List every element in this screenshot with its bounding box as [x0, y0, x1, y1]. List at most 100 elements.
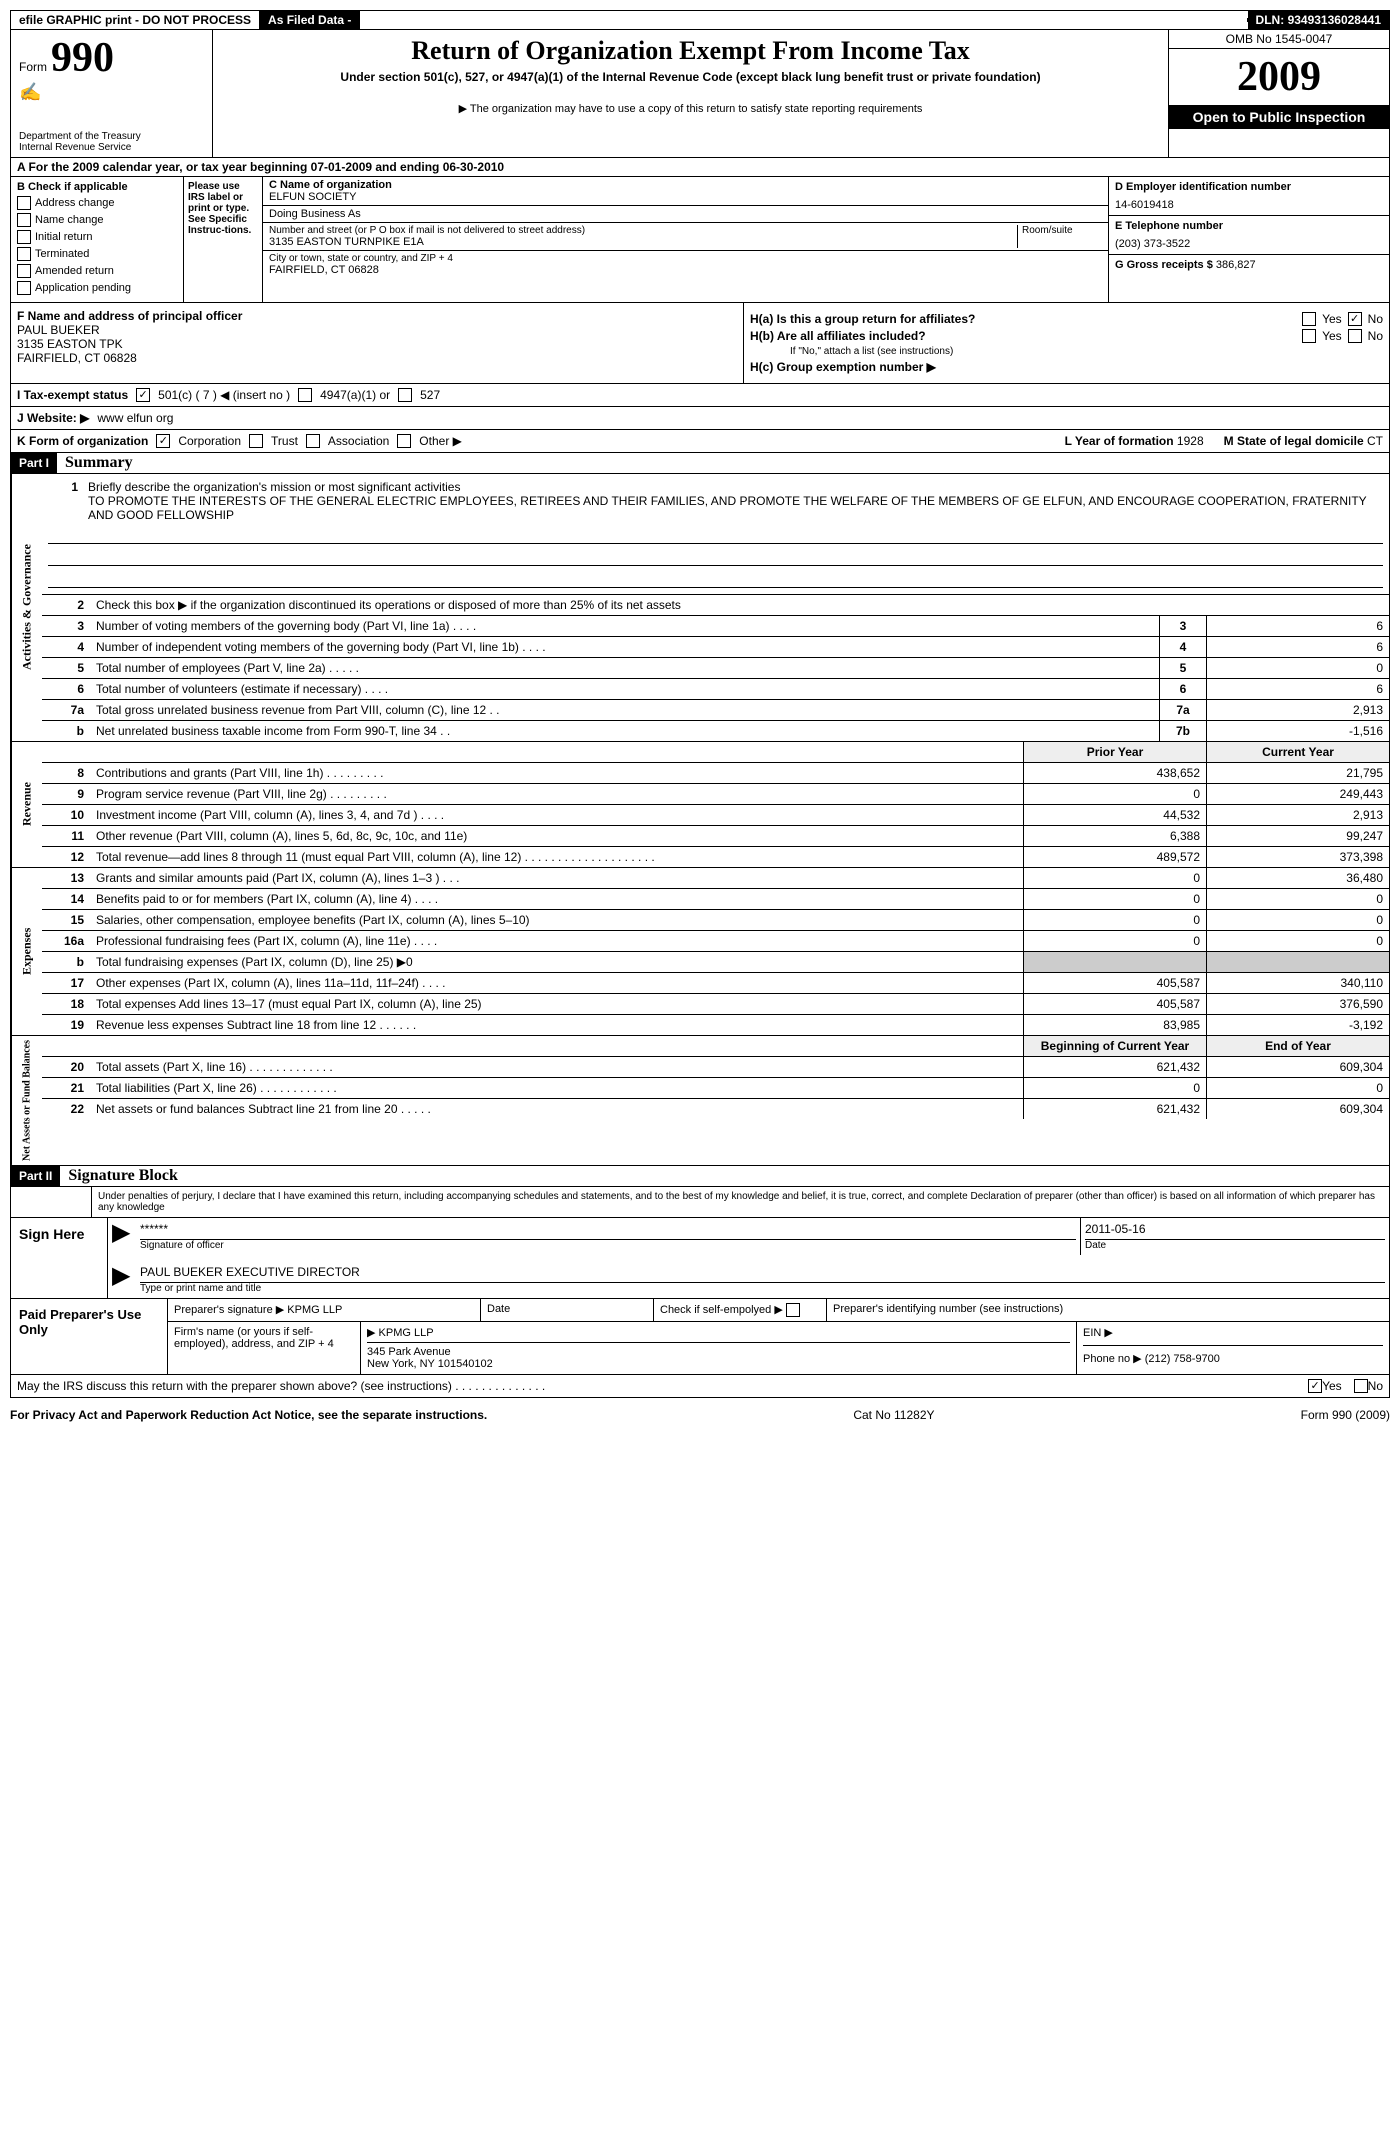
paid-preparer-block: Paid Preparer's Use Only Preparer's sign…	[10, 1299, 1390, 1375]
ha-yes-lbl: Yes	[1322, 312, 1342, 326]
expense-line: bTotal fundraising expenses (Part IX, co…	[42, 952, 1389, 973]
mission-text: TO PROMOTE THE INTERESTS OF THE GENERAL …	[88, 494, 1383, 522]
k-label: K Form of organization	[17, 434, 148, 448]
line2-text: Check this box ▶ if the organization dis…	[96, 598, 681, 612]
discuss-text: May the IRS discuss this return with the…	[17, 1379, 545, 1393]
chk-other[interactable]	[397, 434, 411, 448]
ha-yes-chk[interactable]	[1302, 312, 1316, 326]
revenue-line: 11Other revenue (Part VIII, column (A), …	[42, 826, 1389, 847]
ein-value: 14-6019418	[1115, 199, 1383, 211]
type-print-lbl: Type or print name and title	[140, 1283, 1385, 1294]
line2-desc: Check this box ▶ if the organization dis…	[90, 595, 1389, 615]
perjury-text: Under penalties of perjury, I declare th…	[91, 1187, 1389, 1217]
chk-assoc[interactable]	[306, 434, 320, 448]
hb-no-chk[interactable]	[1348, 329, 1362, 343]
efile-notice: efile GRAPHIC print - DO NOT PROCESS	[11, 11, 260, 29]
chk-app-pending[interactable]	[17, 281, 31, 295]
prep-ein-lbl: EIN ▶	[1083, 1326, 1383, 1346]
officer-printed: PAUL BUEKER EXECUTIVE DIRECTOR	[140, 1265, 1385, 1283]
sig-date-lbl: Date	[1085, 1240, 1385, 1251]
col-c-org-info: C Name of organization ELFUN SOCIETY Doi…	[263, 177, 1108, 302]
discuss-no-chk[interactable]	[1354, 1379, 1368, 1393]
top-bar: efile GRAPHIC print - DO NOT PROCESS As …	[10, 10, 1390, 30]
expense-line: 14Benefits paid to or for members (Part …	[42, 889, 1389, 910]
prep-phone-lbl: Phone no ▶	[1083, 1353, 1142, 1365]
hb-label: H(b) Are all affiliates included?	[750, 329, 926, 343]
chk-amended[interactable]	[17, 264, 31, 278]
hb-note: If "No," attach a list (see instructions…	[790, 346, 1383, 357]
summary-line: bNet unrelated business taxable income f…	[42, 721, 1389, 741]
summary-line: 3Number of voting members of the governi…	[42, 616, 1389, 637]
form-title: Return of Organization Exempt From Incom…	[219, 36, 1162, 66]
omb-number: OMB No 1545-0047	[1169, 30, 1389, 49]
line2-num: 2	[42, 595, 90, 615]
ha-no-lbl: No	[1368, 312, 1383, 326]
chk-self-employed[interactable]	[786, 1303, 800, 1317]
prep-phone-val: (212) 758-9700	[1145, 1353, 1220, 1365]
col-d-identifiers: D Employer identification number 14-6019…	[1108, 177, 1389, 302]
phone-value: (203) 373-3522	[1115, 238, 1383, 250]
officer-addr2: FAIRFIELD, CT 06828	[17, 351, 737, 365]
sign-here-label: Sign Here	[11, 1218, 107, 1298]
chk-4947[interactable]	[298, 388, 312, 402]
netasset-line: 20Total assets (Part X, line 16) . . . .…	[42, 1057, 1389, 1078]
summary-line: 7aTotal gross unrelated business revenue…	[42, 700, 1389, 721]
year-formation-val: 1928	[1177, 434, 1204, 448]
lbl-name-change: Name change	[35, 214, 104, 226]
prep-sig-lbl: Preparer's signature	[174, 1304, 273, 1316]
summary-line: 6Total number of volunteers (estimate if…	[42, 679, 1389, 700]
officer-addr1: 3135 EASTON TPK	[17, 337, 737, 351]
year-formation-lbl: L Year of formation	[1065, 434, 1174, 448]
firm-label: Firm's name (or yours if self-employed),…	[168, 1322, 361, 1374]
col-b-header: B Check if applicable	[17, 181, 177, 193]
other-lbl: Other ▶	[419, 434, 462, 448]
org-name-label: C Name of organization	[269, 179, 392, 191]
lbl-amended: Amended return	[35, 265, 114, 277]
revenue-line: 10Investment income (Part VIII, column (…	[42, 805, 1389, 826]
form-number: 990	[51, 34, 114, 82]
treasury-dept: Department of the Treasury	[19, 131, 204, 142]
chk-527[interactable]	[398, 388, 412, 402]
chk-initial-return[interactable]	[17, 230, 31, 244]
prep-date-lbl: Date	[481, 1299, 654, 1321]
dba-label: Doing Business As	[269, 208, 361, 220]
revenue-side-label: Revenue	[11, 742, 42, 867]
revenue-section: Revenue Prior Year Current Year 8Contrib…	[10, 742, 1390, 868]
irs-instructions: Please use IRS label or print or type. S…	[184, 177, 263, 302]
chk-name-change[interactable]	[17, 213, 31, 227]
hb-yes-chk[interactable]	[1302, 329, 1316, 343]
org-form-row: K Form of organization ✓Corporation Trus…	[10, 430, 1390, 453]
discuss-yes-chk[interactable]: ✓	[1308, 1379, 1322, 1393]
city-state-zip: FAIRFIELD, CT 06828	[269, 264, 379, 276]
4947-text: 4947(a)(1) or	[320, 388, 390, 402]
chk-trust[interactable]	[249, 434, 263, 448]
ha-no-chk[interactable]: ✓	[1348, 312, 1362, 326]
trust-lbl: Trust	[271, 434, 298, 448]
chk-501c[interactable]: ✓	[136, 388, 150, 402]
as-filed-label: As Filed Data -	[260, 11, 360, 29]
chk-address-change[interactable]	[17, 196, 31, 210]
sig-of-officer-lbl: Signature of officer	[140, 1240, 1076, 1251]
expenses-section: Expenses 13Grants and similar amounts pa…	[10, 868, 1390, 1036]
domicile-lbl: M State of legal domicile	[1224, 434, 1364, 448]
netasset-line: 21Total liabilities (Part X, line 26) . …	[42, 1078, 1389, 1099]
principal-officer: F Name and address of principal officer …	[11, 303, 744, 383]
discuss-no-lbl: No	[1368, 1379, 1383, 1393]
prior-year-hdr: Prior Year	[1023, 742, 1206, 762]
domicile-val: CT	[1367, 434, 1383, 448]
expense-line: 17Other expenses (Part IX, column (A), l…	[42, 973, 1389, 994]
omb-box: OMB No 1545-0047 2009 Open to Public Ins…	[1168, 30, 1389, 157]
summary-line: 5Total number of employees (Part V, line…	[42, 658, 1389, 679]
chk-terminated[interactable]	[17, 247, 31, 261]
form-id-box: Form 990 ✍ Department of the Treasury In…	[11, 30, 213, 157]
main-info-block: B Check if applicable Address change Nam…	[10, 177, 1390, 303]
prep-pin-lbl: Preparer's identifying number (see instr…	[827, 1299, 1389, 1321]
part2-bar: Part II	[11, 1166, 60, 1186]
j-label: J Website: ▶	[17, 411, 89, 425]
chk-corp[interactable]: ✓	[156, 434, 170, 448]
state-requirement: ▶ The organization may have to use a cop…	[219, 102, 1162, 115]
form-header: Form 990 ✍ Department of the Treasury In…	[10, 30, 1390, 158]
firm-name: KPMG LLP	[379, 1327, 434, 1339]
part1-title: Summary	[57, 454, 133, 472]
netassets-side-label: Net Assets or Fund Balances	[11, 1036, 42, 1165]
